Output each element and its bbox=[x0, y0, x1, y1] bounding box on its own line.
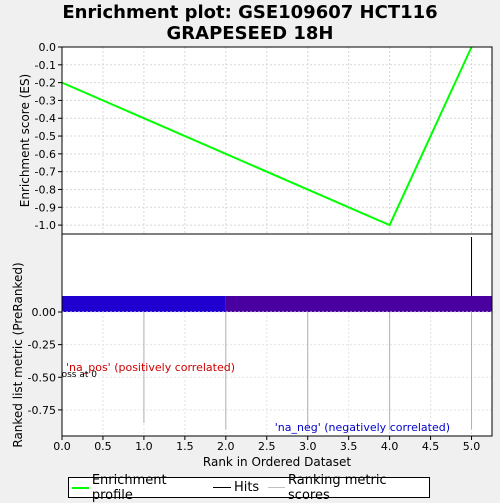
x-tick-label: 5.0 bbox=[463, 440, 481, 453]
legend-label: Ranking metric scores bbox=[288, 473, 423, 503]
x-tick-label: 2.5 bbox=[258, 440, 276, 453]
es-y-axis-label: Enrichment score (ES) bbox=[18, 74, 32, 207]
rank-y-tick-label: -0.50 bbox=[28, 371, 56, 384]
rank-y-tick-label: -0.25 bbox=[28, 339, 56, 352]
es-y-tick-label: -0.2 bbox=[35, 77, 56, 90]
legend-label: Hits bbox=[234, 480, 259, 495]
color-bar-segment bbox=[226, 296, 492, 312]
x-axis-label: Rank in Ordered Dataset bbox=[203, 455, 351, 469]
legend-label: Enrichment profile bbox=[92, 473, 204, 503]
negative-correlation-label: 'na_neg' (negatively correlated) bbox=[275, 421, 450, 434]
es-y-tick-label: -0.1 bbox=[35, 59, 56, 72]
es-y-tick-label: -0.3 bbox=[35, 94, 56, 107]
x-tick-label: 2.0 bbox=[217, 440, 235, 453]
es-y-tick-label: -0.8 bbox=[35, 183, 56, 196]
x-tick-label: 1.0 bbox=[135, 440, 153, 453]
es-y-tick-label: -0.9 bbox=[35, 201, 56, 214]
legend-swatch bbox=[72, 487, 89, 489]
x-tick-label: 4.0 bbox=[381, 440, 399, 453]
x-tick-label: 3.5 bbox=[340, 440, 358, 453]
legend-item: Enrichment profile bbox=[72, 473, 204, 503]
rank-y-tick-label: -0.75 bbox=[28, 404, 56, 417]
es-y-tick-label: -0.4 bbox=[35, 112, 56, 125]
legend-swatch bbox=[213, 487, 231, 488]
legend-item: Ranking metric scores bbox=[268, 473, 423, 503]
legend-swatch bbox=[268, 487, 285, 488]
x-tick-label: 0.5 bbox=[94, 440, 112, 453]
es-y-tick-label: -0.7 bbox=[35, 166, 56, 179]
chart-legend: Enrichment profile Hits Ranking metric sco… bbox=[68, 477, 430, 498]
legend-item: Hits bbox=[213, 480, 259, 495]
x-tick-label: 0.0 bbox=[53, 440, 71, 453]
rank-panel bbox=[62, 312, 492, 436]
es-y-tick-label: 0.0 bbox=[39, 41, 57, 54]
hits-panel bbox=[62, 234, 492, 296]
x-tick-label: 4.5 bbox=[422, 440, 440, 453]
x-tick-label: 3.0 bbox=[299, 440, 317, 453]
es-y-tick-label: -0.6 bbox=[35, 148, 56, 161]
es-y-tick-label: -0.5 bbox=[35, 130, 56, 143]
rank-y-axis-label: Ranked list metric (PreRanked) bbox=[11, 262, 25, 447]
color-bar-segment bbox=[62, 296, 226, 312]
rank-y-tick-label: 0.00 bbox=[32, 306, 57, 319]
x-tick-label: 1.5 bbox=[176, 440, 194, 453]
es-y-tick-label: -1.0 bbox=[35, 219, 56, 232]
